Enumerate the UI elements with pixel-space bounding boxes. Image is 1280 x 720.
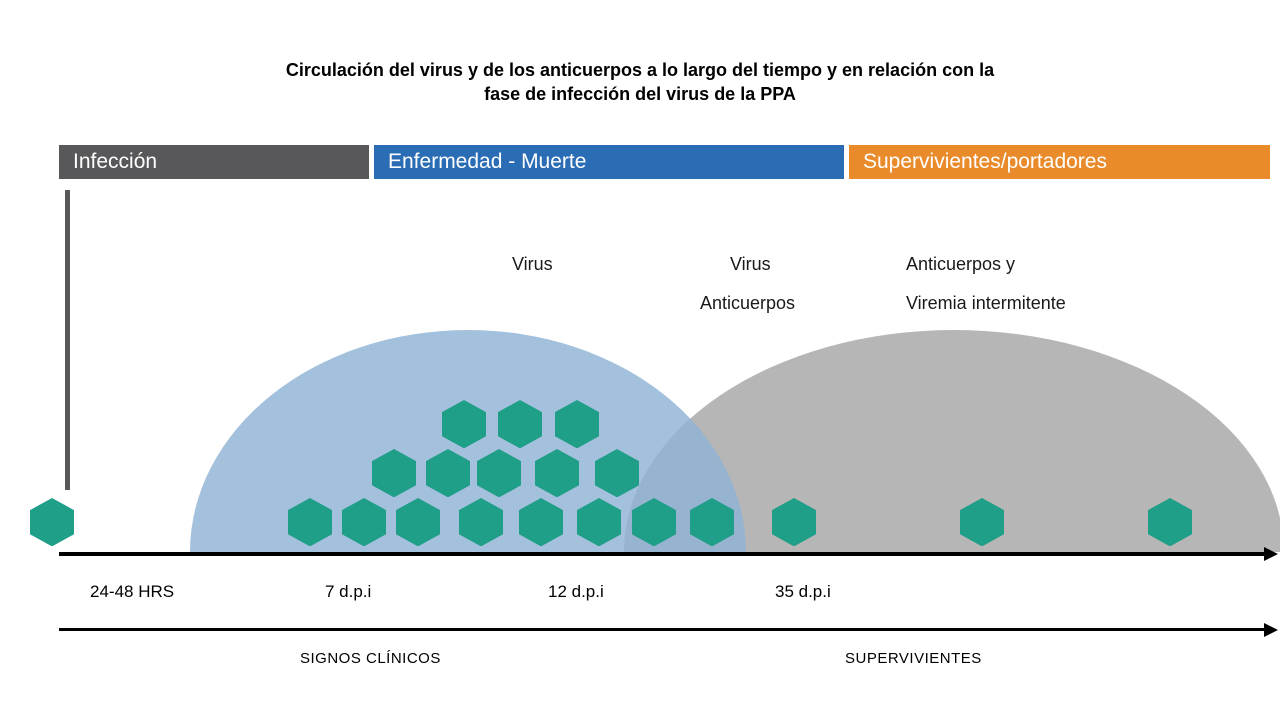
virus-hex-icon (519, 498, 563, 551)
virus-hex-icon (498, 400, 542, 453)
virus-hex-icon (632, 498, 676, 551)
phase-infection: Infección (59, 145, 369, 179)
phase-arrowhead (1264, 623, 1278, 637)
virus-hex-icon (459, 498, 503, 551)
virus-hex-icon (477, 449, 521, 502)
bottom-label: SIGNOS CLÍNICOS (300, 650, 441, 667)
phase-axis (59, 628, 1266, 631)
label-virus2: Virus (730, 254, 771, 275)
label-virem: Viremia intermitente (906, 293, 1066, 314)
virus-hex-icon (690, 498, 734, 551)
title-line2: fase de infección del virus de la PPA (484, 84, 796, 104)
virus-hex-icon (577, 498, 621, 551)
label-anticY: Anticuerpos y (906, 254, 1015, 275)
infection-start-line (65, 190, 70, 490)
virus-hex-icon (555, 400, 599, 453)
virus-hex-icon (288, 498, 332, 551)
virus-hex-icon (30, 498, 74, 551)
tick-label: 7 d.p.i (325, 582, 371, 602)
bottom-label: SUPERVIVIENTES (845, 650, 982, 667)
tick-label: 12 d.p.i (548, 582, 604, 602)
virus-hex-icon (595, 449, 639, 502)
virus-hex-icon (342, 498, 386, 551)
virus-hex-icon (372, 449, 416, 502)
virus-hex-icon (396, 498, 440, 551)
virus-hex-icon (772, 498, 816, 551)
virus-hex-icon (535, 449, 579, 502)
timeline-axis (59, 552, 1266, 556)
virus-hex-icon (1148, 498, 1192, 551)
virus-hex-icon (960, 498, 1004, 551)
tick-label: 35 d.p.i (775, 582, 831, 602)
phase-disease: Enfermedad - Muerte (374, 145, 844, 179)
label-antic: Anticuerpos (700, 293, 795, 314)
virus-hex-icon (442, 400, 486, 453)
tick-label: 24-48 HRS (90, 582, 174, 602)
diagram-title: Circulación del virus y de los anticuerp… (0, 58, 1280, 107)
virus-hex-icon (426, 449, 470, 502)
title-line1: Circulación del virus y de los anticuerp… (286, 60, 994, 80)
label-virus1: Virus (512, 254, 553, 275)
timeline-arrowhead (1264, 547, 1278, 561)
diagram-stage: Circulación del virus y de los anticuerp… (0, 0, 1280, 720)
phase-survivors: Supervivientes/portadores (849, 145, 1270, 179)
